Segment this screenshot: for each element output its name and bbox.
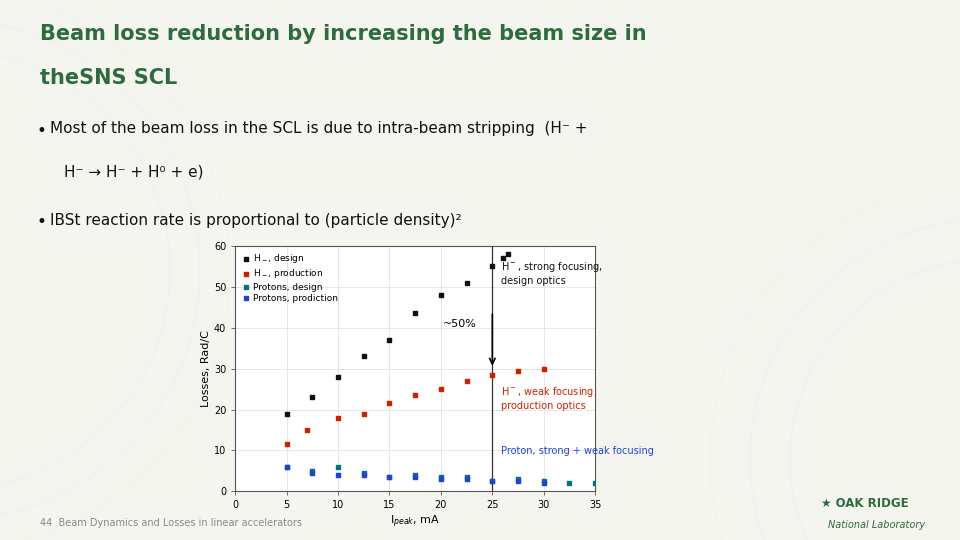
Protons, prodiction — [356, 471, 372, 480]
H$_-$, design — [407, 309, 422, 318]
Protons, prodiction — [279, 462, 295, 471]
Protons, design — [459, 472, 474, 481]
H$_-$, production — [382, 399, 397, 408]
H$_-$, production — [536, 364, 551, 373]
Text: production optics: production optics — [500, 401, 586, 411]
H$_-$, production — [356, 409, 372, 418]
H$_-$, design — [433, 291, 448, 299]
Text: •: • — [36, 122, 46, 139]
Protons, prodiction — [407, 472, 422, 481]
Protons, prodiction — [330, 471, 346, 480]
Text: design optics: design optics — [500, 276, 565, 286]
Protons, design — [485, 477, 500, 485]
H$_-$, design — [495, 254, 511, 262]
H$_-$, production — [330, 414, 346, 422]
Protons, prodiction — [511, 477, 526, 485]
Text: theSNS SCL: theSNS SCL — [40, 68, 178, 87]
Text: H⁻ → H⁻ + H⁰ + e): H⁻ → H⁻ + H⁰ + e) — [64, 165, 204, 180]
Protons, prodiction — [304, 469, 320, 477]
Text: ★ OAK RIDGE: ★ OAK RIDGE — [821, 497, 908, 510]
Text: Proton, strong + weak focusing: Proton, strong + weak focusing — [500, 447, 654, 456]
H$_-$, production — [300, 426, 315, 434]
H$_-$, production — [511, 366, 526, 375]
H$_-$, production — [279, 440, 295, 449]
Protons, design — [511, 475, 526, 483]
Protons, prodiction — [459, 475, 474, 483]
Text: •: • — [36, 213, 46, 231]
H$_-$, production — [407, 391, 422, 400]
Protons, prodiction — [433, 475, 448, 483]
Protons, design — [330, 462, 346, 471]
Y-axis label: Losses, Rad/C: Losses, Rad/C — [201, 330, 211, 407]
Protons, prodiction — [536, 479, 551, 488]
Text: H$^-$, weak focusing,: H$^-$, weak focusing, — [500, 385, 597, 399]
X-axis label: I$_{peak}$, mA: I$_{peak}$, mA — [390, 513, 441, 530]
Text: ~50%: ~50% — [443, 319, 477, 328]
Protons, design — [304, 467, 320, 475]
H$_-$, design — [500, 249, 516, 258]
H$_-$, design — [459, 278, 474, 287]
Text: Most of the beam loss in the SCL is due to intra-beam stripping  (H⁻ +: Most of the beam loss in the SCL is due … — [50, 122, 588, 137]
Text: H$^-$, strong focusing,: H$^-$, strong focusing, — [500, 260, 603, 274]
Text: Beam loss reduction by increasing the beam size in: Beam loss reduction by increasing the be… — [40, 24, 647, 44]
Text: 44  Beam Dynamics and Losses in linear accelerators: 44 Beam Dynamics and Losses in linear ac… — [40, 518, 302, 528]
Text: IBSt reaction rate is proportional to (particle density)²: IBSt reaction rate is proportional to (p… — [50, 213, 462, 228]
Text: National Laboratory: National Laboratory — [828, 520, 924, 530]
H$_-$, design — [304, 393, 320, 402]
Protons, design — [279, 462, 295, 471]
Protons, prodiction — [485, 477, 500, 485]
Protons, design — [382, 472, 397, 481]
H$_-$, production — [433, 384, 448, 393]
H$_-$, production — [459, 376, 474, 385]
Protons, design — [536, 477, 551, 485]
Protons, design — [433, 472, 448, 481]
H$_-$, design — [279, 409, 295, 418]
Protons, design — [588, 479, 603, 488]
Legend: H$_-$, design, H$_-$, production, Protons, design, Protons, prodiction: H$_-$, design, H$_-$, production, Proton… — [240, 250, 340, 305]
H$_-$, design — [382, 335, 397, 344]
H$_-$, design — [356, 352, 372, 361]
Protons, design — [407, 471, 422, 480]
Protons, design — [356, 469, 372, 477]
Protons, prodiction — [382, 472, 397, 481]
H$_-$, production — [485, 370, 500, 379]
H$_-$, design — [485, 262, 500, 271]
Protons, design — [562, 479, 577, 488]
H$_-$, design — [330, 373, 346, 381]
